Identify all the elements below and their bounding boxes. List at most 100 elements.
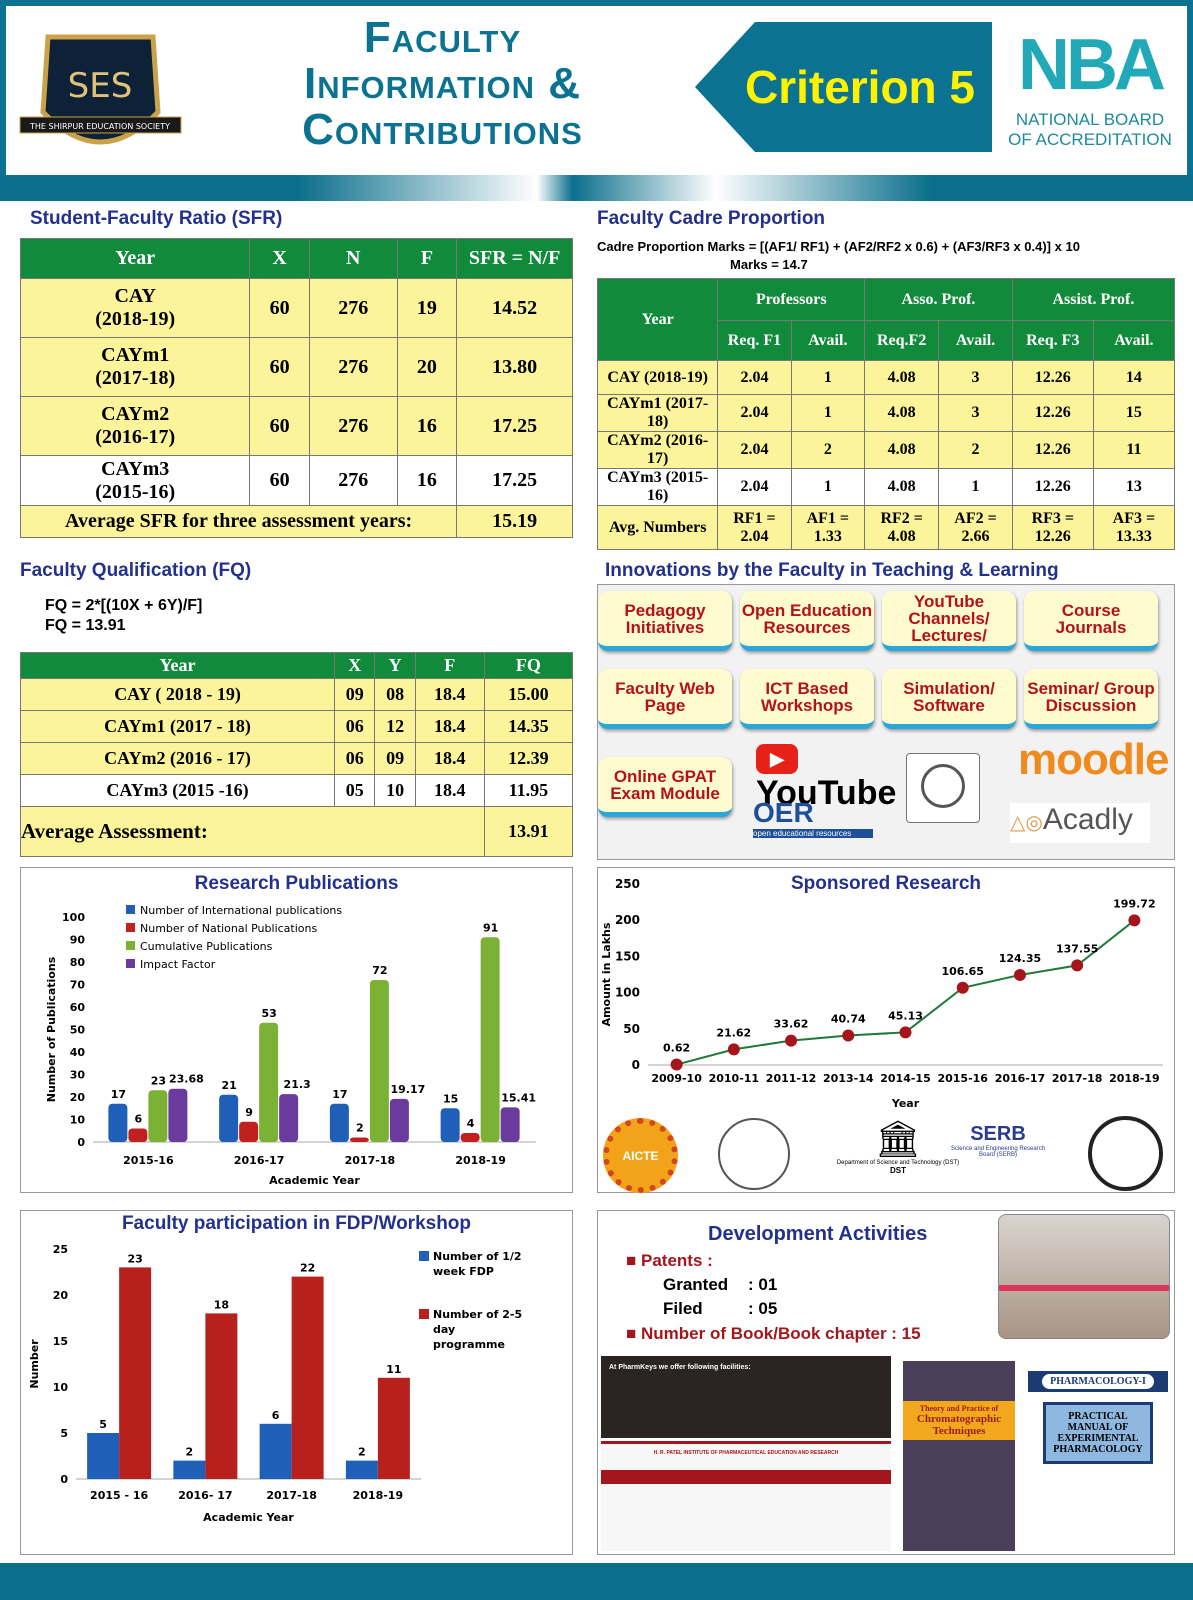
table-cell: 09 [334,678,376,711]
column-header: Avail. [938,320,1013,361]
data-label: 15.41 [501,1091,536,1104]
sfr-title: Student-Faculty Ratio (SFR) [30,208,283,229]
innovation-button-7: Seminar/ Group Discussion [1024,669,1158,729]
table-row: CAY ( 2018 - 19) 09 08 18.4 15.00 [19,678,574,711]
acadly-logo-text: Acadly [1042,803,1133,836]
dst-name: Department of Science and Technology (DS… [836,1160,960,1166]
y-tick-label: 100 [62,911,85,924]
gpat-screenshot: H. R. PATEL INSTITUTE OF PHARMACEUTICAL … [601,1441,891,1551]
table-cell: 60 [249,278,310,338]
patents-heading: ■ Patents : [626,1251,713,1270]
data-label: 6 [272,1409,280,1422]
book-title: Techniques [932,1425,986,1437]
data-label: 72 [372,964,387,977]
table-cell: 14.52 [456,278,573,338]
ses-society-text: THE SHIRPUR EDUCATION SOCIETY [29,122,170,131]
header [0,0,1193,178]
legend-swatch [419,1309,429,1319]
data-label: 9 [245,1106,253,1119]
institute-name: H. R. PATEL INSTITUTE OF PHARMACEUTICAL … [653,1450,839,1456]
year-cell: CAY (2018-19) [19,278,251,338]
table-cell: 17.25 [456,396,573,456]
x-tick-label: 2015-16 [937,1072,988,1085]
dst-abbr: DST [890,1166,906,1175]
table-cell: CAYm3 (2015 -16) [19,774,336,807]
table-cell: 08 [374,678,416,711]
legend-swatch [126,941,135,950]
chart-svg: 0 10 20 30 40 50 60 70 80 90 100 Academic Year Numbe… [45,904,536,1187]
y-tick-label: 0 [77,1136,85,1149]
avg-label: Average Assessment: [20,806,485,857]
data-label: 22 [300,1262,315,1275]
data-label: 23 [151,1074,166,1087]
chromatography-book: Theory and Practice of Chromatographic Tec… [903,1361,1015,1551]
avg-cell: Avg. Numbers [596,505,719,550]
year-range: (2018-19) [95,308,176,330]
x-tick-label: 2018-19 [455,1154,506,1167]
patents-label: Patents : [641,1251,713,1270]
chart-title: Faculty participation in FDP/Workshop [121,1213,472,1234]
avg-label: Average SFR for three assessment years: [19,505,458,538]
table-cell: 11 [1092,431,1176,469]
data-label: 11 [386,1363,401,1376]
fq-title: Faculty Qualification (FQ) [20,560,252,581]
bar [369,980,389,1142]
page-title: Faculty Information & Contributions [210,15,675,153]
table-row: CAYm2 (2016-17) 60 276 16 17.25 [19,396,573,456]
column-header: X [249,238,310,279]
innovation-button-5: ICT Based Workshops [740,669,874,729]
innovation-button-8: Online GPAT Exam Module [598,757,732,817]
nba-name: OF ACCREDITATION [1008,130,1172,149]
table-cell: 11.95 [483,774,574,807]
table-cell: 18.4 [414,774,485,807]
table-cell: 15 [1092,394,1176,432]
y-tick-label: 60 [70,1001,86,1014]
table-row: CAYm3 (2015 -16) 05 10 18.4 11.95 [19,774,574,807]
table-cell: 12.39 [483,742,574,775]
footer-band [0,1563,1193,1600]
oer-logo: OER open educational resources [753,797,873,838]
data-label: 6 [135,1113,143,1126]
table-cell: 2.04 [717,431,792,469]
column-header: SFR = N/F [456,238,573,279]
table-cell: 19 [396,278,458,338]
y-tick-label: 20 [70,1091,86,1104]
table-cell: 06 [334,710,376,743]
y-tick-label: 15 [53,1335,68,1348]
table-row: CAYm3 (2015-16) 60 276 16 17.25 [19,455,573,506]
title-line: Information & [303,59,581,108]
column-header: F [414,652,485,679]
column-header: Year [19,652,336,679]
y-tick-label: 0 [60,1473,68,1486]
y-axis-label: Number of Publications [45,956,58,1102]
table-cell: 06 [334,742,376,775]
innovation-button-1: Open Education Resources [740,591,874,651]
data-point [1071,959,1084,972]
table-cell: 3 [938,394,1013,432]
bar [480,937,500,1142]
table-cell: 10 [374,774,416,807]
table-row: CAYm3 (2015-16) 2.04 1 4.08 1 12.26 13 [596,468,1176,506]
column-group: Asso. Prof. [864,278,1013,321]
column-header: N [308,238,398,279]
table-cell: 1 [790,468,866,506]
moodle-logo: moodle [1018,735,1169,784]
table-cell: 4.08 [864,394,940,432]
table-cell: 1 [938,468,1013,506]
data-label: 137.55 [1056,942,1098,955]
x-tick-label: 2010-11 [709,1072,760,1085]
data-point [842,1029,855,1042]
avg-cell: RF1 = 2.04 [717,505,792,550]
data-label: 40.74 [831,1013,866,1026]
data-label: 4 [467,1117,475,1130]
chart-svg: 0 50 100 150 200 250 Year Amount in Lakhs 2009-1… [600,877,1163,1110]
title-line: Faculty [363,13,522,62]
legend-swatch [419,1251,429,1261]
x-tick-label: 2011-12 [766,1072,817,1085]
ses-logo-text: SES [68,66,133,106]
innovations-panel: ▶ YouTube OER open educational resources … [597,584,1175,860]
cadre-title: Faculty Cadre Proportion [597,208,826,229]
y-tick-label: 25 [53,1243,68,1256]
innovation-button-6: Simulation/ Software [882,669,1016,729]
x-tick-label: 2014-15 [880,1072,931,1085]
